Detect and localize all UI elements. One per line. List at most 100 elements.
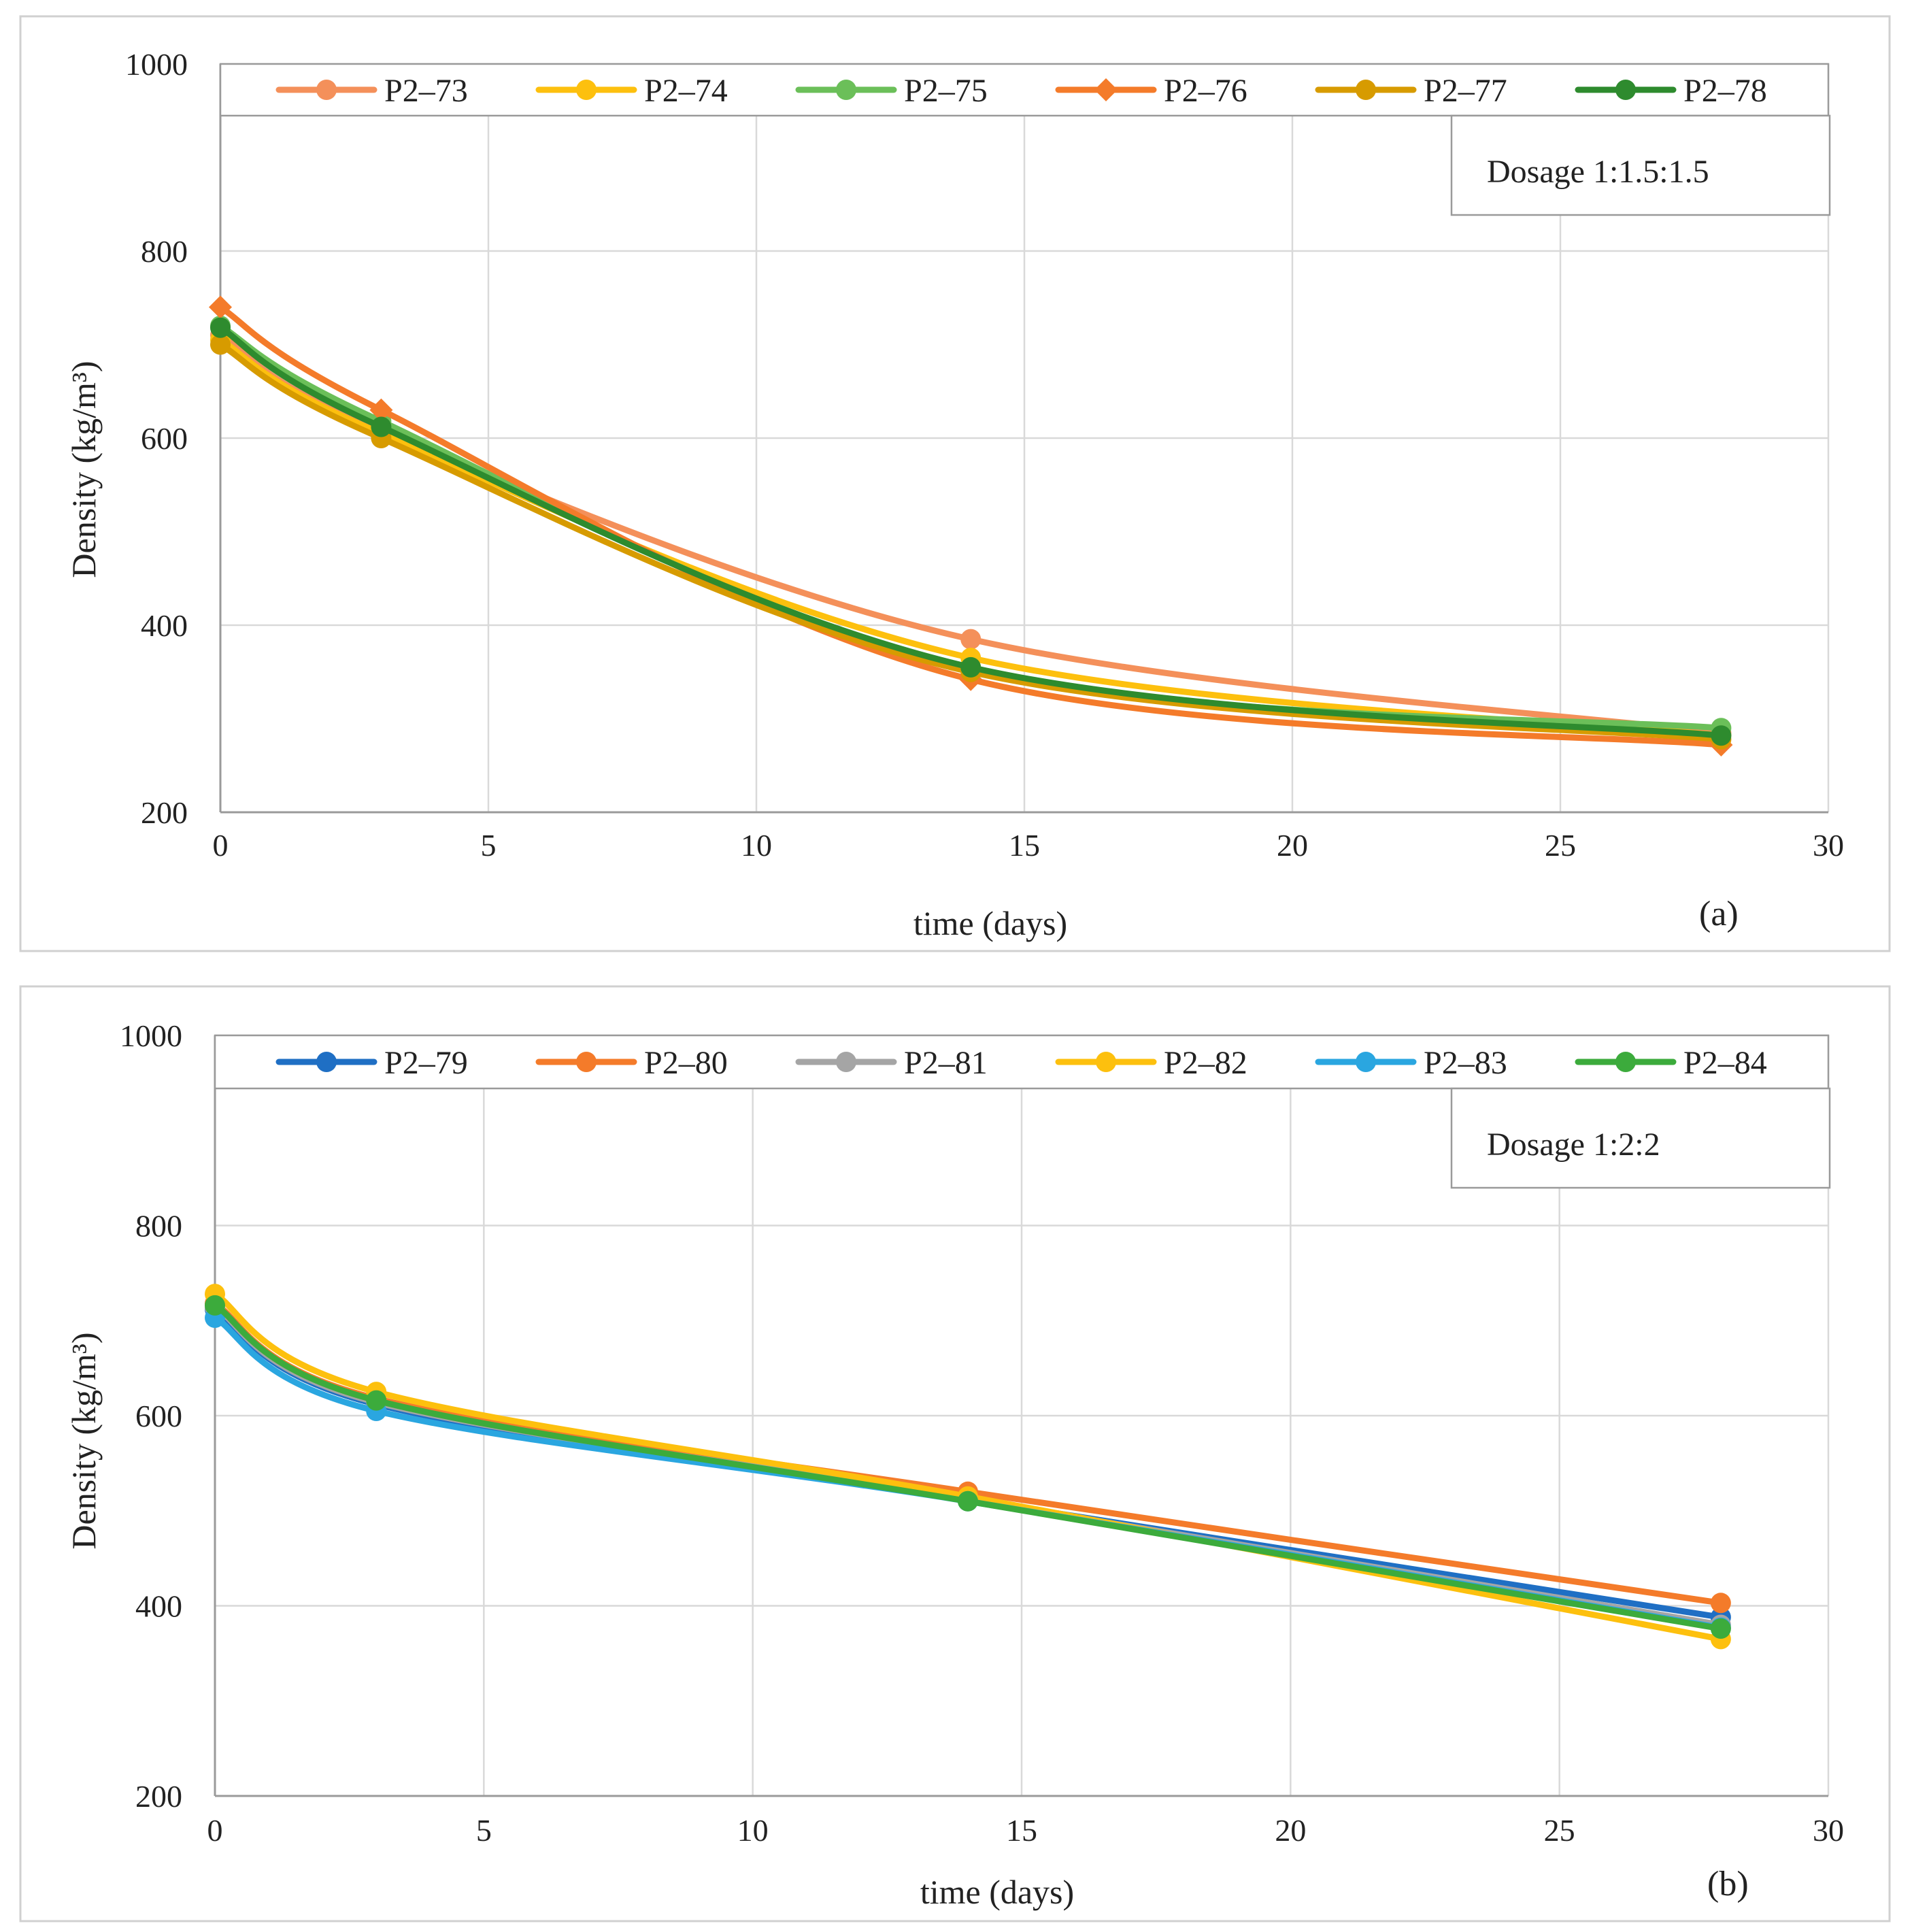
- legend-label: P2–74: [644, 73, 728, 109]
- x-axis-title: time (days): [920, 1873, 1074, 1911]
- y-tick-label: 400: [141, 608, 188, 643]
- legend-entry: P2–83: [1315, 1045, 1507, 1081]
- legend-label: P2–75: [904, 73, 988, 109]
- legend-swatch-marker: [836, 80, 856, 100]
- series-layer: [209, 295, 1733, 756]
- data-point: [369, 398, 393, 422]
- legend-swatch-marker: [1615, 80, 1636, 100]
- axes: 0 5 10 15 20 25 30 200 400 600 800 1000: [125, 47, 1844, 863]
- legend-entry: P2–80: [535, 1045, 728, 1081]
- legend-swatch-marker: [576, 80, 597, 100]
- data-point: [210, 317, 231, 338]
- legend-swatch-marker: [836, 1052, 856, 1072]
- x-tick-label: 30: [1813, 828, 1844, 863]
- legend-label: P2–82: [1164, 1045, 1247, 1081]
- legend-swatch-marker: [1356, 1052, 1376, 1072]
- legend-label: P2–80: [644, 1045, 728, 1081]
- series-6: [210, 317, 1732, 746]
- series-line: [212, 1302, 1724, 1632]
- legend-label: P2–81: [904, 1045, 988, 1081]
- panel-label: (a): [1699, 895, 1739, 933]
- x-tick-label: 20: [1275, 1813, 1306, 1848]
- data-point: [957, 1490, 978, 1512]
- y-tick-label: 400: [135, 1589, 182, 1624]
- x-tick-label: 0: [213, 828, 229, 863]
- legend-entry: P2–75: [795, 73, 988, 109]
- x-tick-label: 5: [476, 1813, 492, 1848]
- y-tick-label: 800: [135, 1209, 182, 1244]
- legend-entry: P2–74: [535, 73, 728, 109]
- y-tick-label: 200: [135, 1779, 182, 1814]
- legend-box: [214, 1034, 1830, 1090]
- legend-entry: P2–81: [795, 1045, 988, 1081]
- data-point: [960, 629, 982, 650]
- y-tick-label: 200: [141, 795, 188, 830]
- data-point: [209, 295, 232, 319]
- legend-box: [219, 63, 1830, 117]
- data-point: [371, 416, 392, 437]
- x-tick-label: 5: [481, 828, 497, 863]
- y-tick-label: 1000: [125, 47, 188, 82]
- x-tick-label: 25: [1544, 1813, 1575, 1848]
- annotation-box: Dosage 1:1.5:1.5: [1450, 114, 1831, 216]
- annotation-frame: [1450, 114, 1831, 216]
- annotation-text: Dosage 1:1.5:1.5: [1487, 154, 1709, 190]
- legend-entry: P2–73: [275, 73, 468, 109]
- x-tick-label: 20: [1277, 828, 1308, 863]
- legend-entry: P2–84: [1575, 1045, 1767, 1081]
- legend-entry: P2–77: [1315, 73, 1507, 109]
- x-tick-label: 15: [1009, 828, 1040, 863]
- series-layer: [205, 1284, 1731, 1650]
- legend-label: P2–79: [384, 1045, 468, 1081]
- data-point: [366, 1390, 387, 1411]
- series-6: [205, 1295, 1731, 1639]
- legend-label: P2–84: [1683, 1045, 1767, 1081]
- x-tick-label: 15: [1006, 1813, 1037, 1848]
- legend-swatch-marker: [1615, 1052, 1636, 1072]
- y-tick-label: 600: [141, 421, 188, 456]
- legend-entry: P2–79: [275, 1045, 468, 1081]
- x-tick-label: 10: [741, 828, 772, 863]
- legend-entry: P2–82: [1055, 1045, 1247, 1081]
- data-point: [205, 1295, 225, 1316]
- x-tick-label: 10: [737, 1813, 769, 1848]
- x-tick-label: 0: [207, 1813, 223, 1848]
- legend-label: P2–78: [1683, 73, 1767, 109]
- y-axis-title: Density (kg/m³): [65, 361, 103, 578]
- data-point: [1711, 725, 1732, 746]
- legend-swatch-marker: [316, 80, 337, 100]
- y-axis-title: Density (kg/m³): [65, 1332, 103, 1549]
- legend-swatch-marker: [576, 1052, 597, 1072]
- series-line: [217, 324, 1724, 739]
- panel-label: (b): [1707, 1865, 1749, 1903]
- x-tick-label: 30: [1813, 1813, 1844, 1848]
- legend-entry: P2–76: [1055, 73, 1247, 109]
- y-tick-label: 600: [135, 1399, 182, 1433]
- series-line: [217, 342, 1724, 743]
- data-point: [1710, 1618, 1731, 1639]
- legend-swatch-marker: [1094, 78, 1118, 101]
- legend-swatch-marker: [1356, 80, 1376, 100]
- legend: P2–79 P2–80 P2–81 P2–82 P2–83 P2–84: [214, 1034, 1830, 1090]
- y-tick-label: 1000: [120, 1018, 182, 1053]
- series-line: [212, 1290, 1724, 1642]
- x-axis-title: time (days): [913, 904, 1067, 942]
- data-point: [1710, 1593, 1731, 1614]
- axes: 0 5 10 15 20 25 30 200 400 600 800 1000: [120, 1018, 1844, 1848]
- annotation-text: Dosage 1:2:2: [1487, 1127, 1660, 1163]
- legend-swatch-marker: [316, 1052, 337, 1072]
- y-tick-label: 800: [141, 234, 188, 269]
- data-point: [960, 656, 982, 678]
- legend-label: P2–83: [1424, 1045, 1507, 1081]
- legend-label: P2–77: [1424, 73, 1507, 109]
- annotation-box: Dosage 1:2:2: [1450, 1087, 1831, 1189]
- annotation-frame: [1450, 1087, 1831, 1189]
- x-tick-label: 25: [1545, 828, 1576, 863]
- legend: P2–73 P2–74 P2–75 P2–76 P2–77 P2–78: [219, 63, 1830, 117]
- legend-swatch-marker: [1096, 1052, 1116, 1072]
- data-point: [210, 334, 231, 355]
- legend-label: P2–76: [1164, 73, 1247, 109]
